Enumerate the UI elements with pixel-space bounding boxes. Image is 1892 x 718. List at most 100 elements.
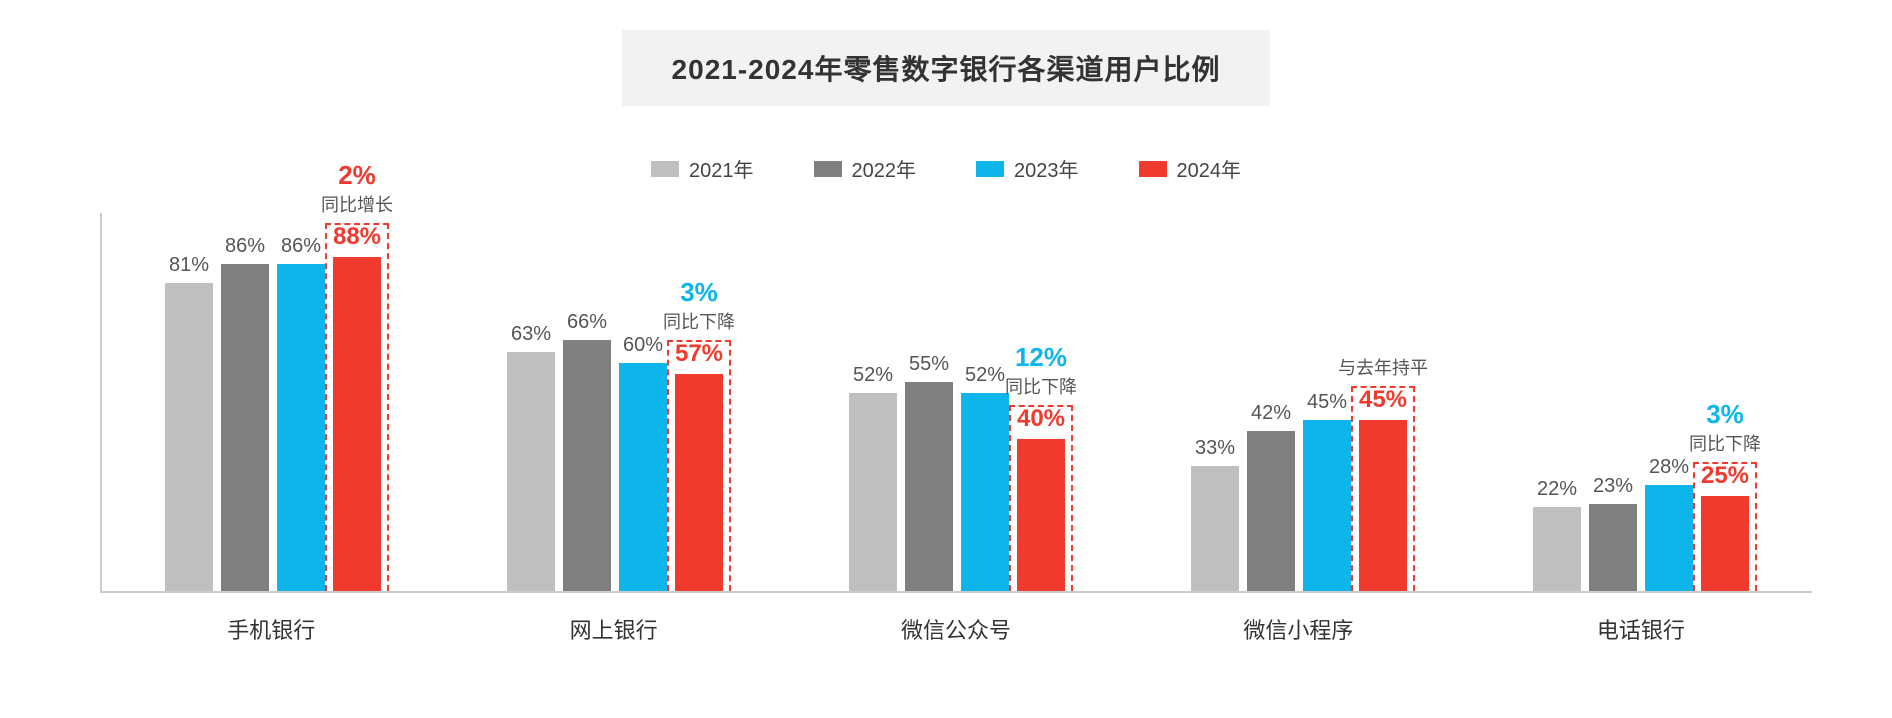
plot-area: 81%86%86%88%2%同比增长63%66%60%57%3%同比下降52%5… — [100, 213, 1812, 593]
bar — [333, 257, 381, 591]
annotation-big: 12% — [1005, 342, 1077, 373]
bar-value-label: 63% — [511, 323, 551, 346]
bar-value-label: 57% — [675, 340, 723, 368]
legend-label: 2022年 — [852, 154, 917, 183]
bar — [1645, 485, 1693, 591]
bar-group: 22%23%28%25%3%同比下降 — [1470, 485, 1812, 591]
bar-column: 52% — [849, 393, 897, 591]
annotation-small: 同比下降 — [1005, 373, 1077, 399]
legend-item: 2021年 — [651, 154, 754, 183]
bar-column: 25%3%同比下降 — [1701, 496, 1749, 591]
bar — [1359, 420, 1407, 591]
legend-label: 2024年 — [1177, 154, 1242, 183]
annotation-big: 2% — [321, 160, 393, 191]
chart-container: 2021-2024年零售数字银行各渠道用户比例 2021年2022年2023年2… — [0, 0, 1892, 718]
annotation-big: 3% — [1689, 399, 1761, 430]
bar-column: 33% — [1191, 466, 1239, 591]
bar-value-label: 86% — [281, 235, 321, 258]
bar-column: 23% — [1589, 504, 1637, 591]
bar — [1303, 420, 1351, 591]
bar-annotation: 3%同比下降 — [1689, 399, 1761, 456]
bar-value-label: 52% — [965, 364, 1005, 387]
bar-column: 88%2%同比增长 — [333, 257, 381, 591]
bar — [619, 363, 667, 591]
bar — [1701, 496, 1749, 591]
legend-item: 2023年 — [976, 154, 1079, 183]
bar-column: 22% — [1533, 507, 1581, 591]
legend-label: 2023年 — [1014, 154, 1079, 183]
x-axis-label: 手机银行 — [100, 613, 442, 645]
bar-value-label: 81% — [169, 254, 209, 277]
bar-value-label: 40% — [1017, 405, 1065, 433]
bar — [165, 283, 213, 591]
bar-column: 28% — [1645, 485, 1693, 591]
x-axis-label: 网上银行 — [442, 613, 784, 645]
bar — [849, 393, 897, 591]
bar-column: 86% — [277, 264, 325, 591]
bar-column: 40%12%同比下降 — [1017, 439, 1065, 591]
bar — [277, 264, 325, 591]
bar-value-label: 88% — [333, 223, 381, 251]
bar-column: 81% — [165, 283, 213, 591]
x-axis-label: 电话银行 — [1470, 613, 1812, 645]
legend: 2021年 2022年 2023年 2024年 — [0, 154, 1892, 183]
bar — [961, 393, 1009, 591]
annotation-small: 与去年持平 — [1338, 354, 1428, 380]
bar-column: 86% — [221, 264, 269, 591]
bar-column: 42% — [1247, 431, 1295, 591]
x-axis: 手机银行网上银行微信公众号微信小程序电话银行 — [100, 613, 1812, 645]
bar-value-label: 60% — [623, 334, 663, 357]
bar-value-label: 55% — [909, 353, 949, 376]
bar-column: 45%与去年持平 — [1359, 420, 1407, 591]
legend-item: 2022年 — [814, 154, 917, 183]
bar-group: 33%42%45%45%与去年持平 — [1128, 420, 1470, 591]
bar-value-label: 52% — [853, 364, 893, 387]
bar-group: 81%86%86%88%2%同比增长 — [102, 257, 444, 591]
bar — [675, 374, 723, 591]
legend-item: 2024年 — [1139, 154, 1242, 183]
bar — [1247, 431, 1295, 591]
bar-column: 45% — [1303, 420, 1351, 591]
bar-value-label: 25% — [1701, 462, 1749, 490]
bar-annotation: 12%同比下降 — [1005, 342, 1077, 399]
bar — [1017, 439, 1065, 591]
bar — [1191, 466, 1239, 591]
bar-group: 52%55%52%40%12%同比下降 — [786, 382, 1128, 591]
bar — [1533, 507, 1581, 591]
bar-annotation: 2%同比增长 — [321, 160, 393, 217]
bar-column: 55% — [905, 382, 953, 591]
bar-value-label: 66% — [567, 311, 607, 334]
legend-label: 2021年 — [689, 154, 754, 183]
bar-value-label: 86% — [225, 235, 265, 258]
annotation-small: 同比下降 — [1689, 430, 1761, 456]
annotation-small: 同比下降 — [663, 308, 735, 334]
bar — [507, 352, 555, 591]
bar-column: 63% — [507, 352, 555, 591]
bar-column: 52% — [961, 393, 1009, 591]
bar-column: 57%3%同比下降 — [675, 374, 723, 591]
bar-value-label: 42% — [1251, 402, 1291, 425]
bar-annotation: 与去年持平 — [1338, 354, 1428, 380]
x-axis-label: 微信公众号 — [785, 613, 1127, 645]
annotation-small: 同比增长 — [321, 191, 393, 217]
bar — [1589, 504, 1637, 591]
legend-swatch — [814, 161, 842, 177]
legend-swatch — [976, 161, 1004, 177]
bar-value-label: 28% — [1649, 456, 1689, 479]
chart-title-box: 2021-2024年零售数字银行各渠道用户比例 — [622, 30, 1271, 106]
bar-value-label: 45% — [1307, 391, 1347, 414]
bar-value-label: 33% — [1195, 437, 1235, 460]
legend-swatch — [651, 161, 679, 177]
bar-annotation: 3%同比下降 — [663, 277, 735, 334]
bar-value-label: 45% — [1359, 386, 1407, 414]
chart-title: 2021-2024年零售数字银行各渠道用户比例 — [672, 54, 1221, 85]
annotation-big: 3% — [663, 277, 735, 308]
bar — [221, 264, 269, 591]
bar — [905, 382, 953, 591]
bar-group: 63%66%60%57%3%同比下降 — [444, 340, 786, 591]
bar-value-label: 23% — [1593, 475, 1633, 498]
bar-column: 60% — [619, 363, 667, 591]
bar-column: 66% — [563, 340, 611, 591]
legend-swatch — [1139, 161, 1167, 177]
x-axis-label: 微信小程序 — [1127, 613, 1469, 645]
